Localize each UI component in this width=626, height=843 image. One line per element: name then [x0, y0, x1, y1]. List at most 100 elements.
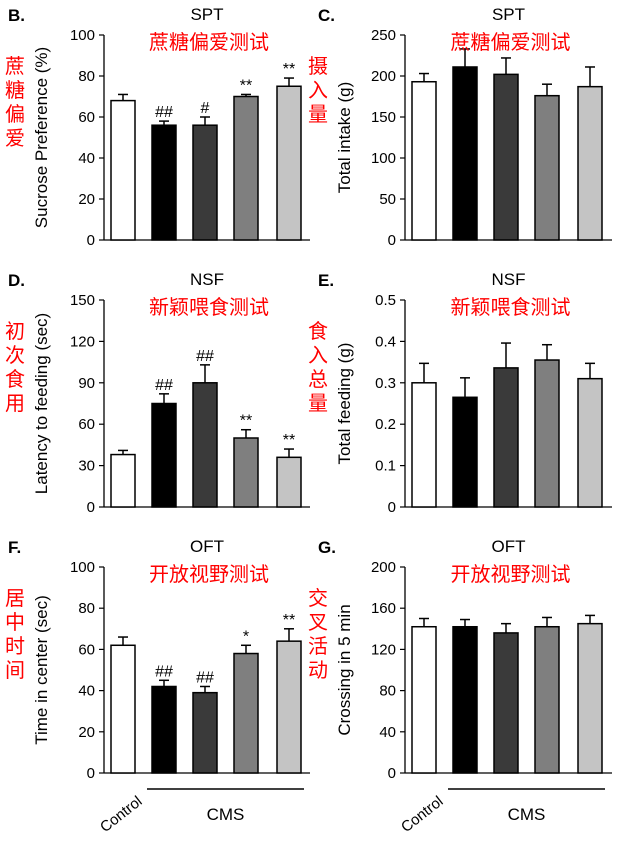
bar	[534, 359, 560, 508]
significance-mark: **	[283, 432, 295, 449]
y-axis-label: Time in center (sec)	[32, 595, 51, 745]
cms-label: CMS	[508, 805, 546, 824]
y-tick-label: 150	[371, 109, 396, 126]
significance-mark: ##	[155, 663, 173, 680]
y-tick-label: 200	[371, 68, 396, 85]
control-label: Control	[398, 793, 447, 836]
significance-mark: ##	[155, 377, 173, 394]
chart-title-cn: 蔗糖偏爱测试	[451, 30, 571, 54]
y-axis-label-cn: 初次食用	[5, 319, 25, 415]
y-axis-label: Total intake (g)	[335, 82, 354, 194]
y-tick-label: 80	[78, 600, 95, 617]
y-axis-label-cn: 摄入量	[308, 54, 328, 126]
bar	[276, 640, 302, 774]
chart-title: SPT	[190, 5, 223, 24]
y-axis-label-cn: 居中时间	[5, 586, 25, 682]
y-tick-label: 0	[87, 499, 95, 516]
y-tick-label: 200	[371, 559, 396, 576]
y-tick-label: 0	[388, 765, 396, 782]
bar	[534, 94, 560, 241]
y-axis-label: Latency to feeding (sec)	[32, 313, 51, 494]
panel-letter: B.	[8, 6, 25, 25]
chart-title-cn: 开放视野测试	[451, 562, 571, 586]
y-tick-label: 0	[87, 232, 95, 249]
y-tick-label: 150	[70, 292, 95, 309]
bar	[493, 367, 519, 508]
y-tick-label: 20	[78, 191, 95, 208]
y-tick-label: 90	[78, 375, 95, 392]
chart-title: NSF	[492, 270, 526, 289]
y-axis-label: Total feeding (g)	[335, 343, 354, 465]
y-tick-label: 120	[371, 641, 396, 658]
chart-title-cn: 新颖喂食测试	[451, 295, 571, 319]
group-labels-f: Control CMS	[97, 788, 304, 836]
bar	[151, 402, 177, 508]
significance-mark: #	[201, 100, 210, 117]
y-tick-label: 100	[70, 27, 95, 44]
chart-panel-d: 0 30 60 90 120 150 ## ## ** ** D. NSF 新颖喂食测试 Latency …	[5, 270, 310, 516]
panel-letter: D.	[8, 271, 25, 290]
chart-title-cn: 蔗糖偏爱测试	[149, 30, 269, 54]
significance-mark: **	[240, 413, 252, 430]
bar	[276, 85, 302, 241]
y-axis-label-cn: 蔗糖偏爱	[5, 54, 25, 150]
y-tick-label: 0	[388, 232, 396, 249]
bar	[411, 80, 437, 241]
bar	[233, 652, 259, 774]
significance-mark: **	[283, 61, 295, 78]
chart-title: NSF	[190, 270, 224, 289]
bar	[233, 95, 259, 241]
chart-title: OFT	[492, 537, 526, 556]
bar	[452, 396, 478, 508]
bar	[577, 622, 603, 774]
bar	[411, 625, 437, 774]
y-tick-label: 60	[78, 416, 95, 433]
y-tick-label: 20	[78, 724, 95, 741]
chart-panel-g: 0 40 80 120 160 200 G. OFT 开放视野测试 Crossing in 5 m…	[308, 537, 612, 782]
group-labels-g: Control CMS	[398, 788, 605, 836]
y-tick-label: 0.4	[375, 333, 396, 350]
panel-letter: C.	[318, 6, 335, 25]
panel-letter: F.	[8, 538, 21, 557]
panel-letter: E.	[318, 271, 334, 290]
cms-label: CMS	[207, 805, 245, 824]
bar	[110, 453, 136, 508]
chart-panel-e: 0 0.1 0.2 0.3 0.4 0.5 E. NSF 新颖喂食测试 Total feeding…	[308, 270, 612, 516]
y-tick-label: 100	[371, 150, 396, 167]
y-tick-label: 0.1	[375, 458, 396, 475]
y-tick-label: 250	[371, 27, 396, 44]
significance-mark: ##	[196, 669, 214, 686]
y-tick-label: 160	[371, 600, 396, 617]
y-tick-label: 0	[388, 499, 396, 516]
y-tick-label: 30	[78, 458, 95, 475]
bar	[534, 625, 560, 774]
chart-panel-c: 0 50 100 150 200 250 C. SPT 蔗糖偏爱测试 Total intake (…	[308, 5, 612, 249]
y-axis-label: Sucrose Preference (%)	[32, 47, 51, 228]
bar	[411, 382, 437, 508]
y-axis-label-cn: 食入总量	[308, 319, 328, 415]
y-tick-label: 80	[379, 683, 396, 700]
y-tick-label: 40	[379, 724, 396, 741]
bar	[192, 691, 218, 774]
bar	[452, 66, 478, 241]
y-tick-label: 60	[78, 109, 95, 126]
bar	[577, 85, 603, 241]
y-tick-label: 100	[70, 559, 95, 576]
y-tick-label: 0.5	[375, 292, 396, 309]
bar	[493, 632, 519, 774]
significance-mark: **	[283, 612, 295, 629]
bar	[151, 685, 177, 774]
y-tick-label: 120	[70, 333, 95, 350]
chart-title-cn: 开放视野测试	[149, 562, 269, 586]
bar	[493, 73, 519, 241]
chart-title: SPT	[492, 5, 525, 24]
y-tick-label: 60	[78, 641, 95, 658]
y-tick-label: 0.3	[375, 375, 396, 392]
bar	[110, 99, 136, 241]
y-tick-label: 40	[78, 683, 95, 700]
control-label: Control	[97, 793, 146, 836]
y-axis-label: Crossing in 5 min	[335, 604, 354, 735]
bar	[192, 382, 218, 508]
